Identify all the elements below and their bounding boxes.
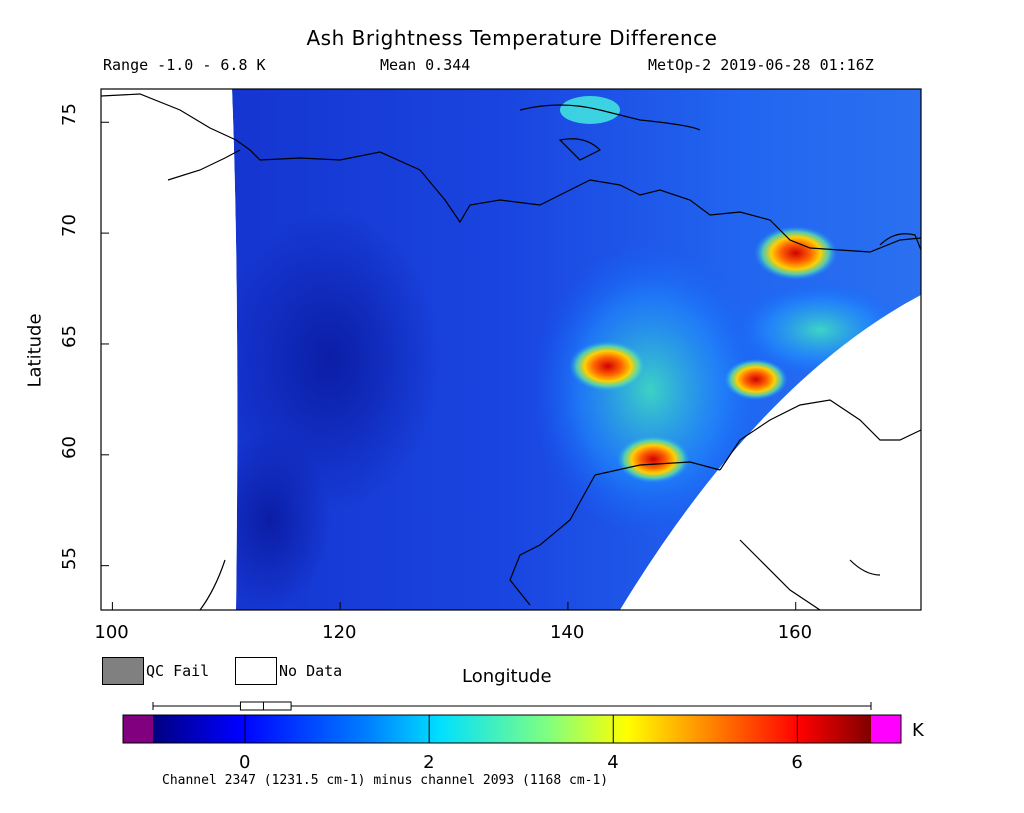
axis-ticks <box>101 121 797 610</box>
plot-frame <box>100 88 922 611</box>
lon-tick-label: 160 <box>777 622 813 643</box>
x-axis-label: Longitude <box>462 666 552 687</box>
no-data-swatch <box>235 657 277 685</box>
lat-tick-label: 65 <box>58 325 80 348</box>
ash-hotspot <box>569 340 647 392</box>
ash-hotspot <box>616 435 690 483</box>
satellite-timestamp: MetOp-2 2019-06-28 01:16Z <box>648 56 874 74</box>
colorbar-tick-label: 0 <box>239 752 251 773</box>
colorbar-tick-label: 2 <box>423 752 435 773</box>
colorbar-unit: K <box>912 720 924 741</box>
mean-readout: Mean 0.344 <box>380 56 471 74</box>
lon-tick-label: 120 <box>322 622 357 643</box>
no-data-label: No Data <box>279 662 343 680</box>
lat-tick-label: 75 <box>58 103 80 127</box>
qc-fail-label: QC Fail <box>146 662 210 680</box>
channel-footnote: Channel 2347 (1231.5 cm-1) minus channel… <box>162 773 609 788</box>
range-readout: Range -1.0 - 6.8 K <box>103 56 266 74</box>
y-axis-label: Latitude <box>24 313 46 388</box>
ash-hotspot <box>754 226 837 280</box>
data-swath <box>210 89 921 610</box>
qc-fail-swatch <box>102 657 144 685</box>
colorbar-tick-label: 4 <box>607 752 619 773</box>
lon-tick-label: 140 <box>549 622 585 643</box>
coastlines <box>101 93 921 610</box>
colorbar-tick-label: 6 <box>791 752 803 773</box>
lon-tick-label: 100 <box>94 622 129 643</box>
lat-tick-label: 55 <box>58 546 80 570</box>
lat-tick-label: 70 <box>58 214 80 238</box>
lat-tick-label: 60 <box>58 435 80 459</box>
ash-hotspot <box>724 358 788 400</box>
chart-title: Ash Brightness Temperature Difference <box>306 26 718 50</box>
no-data-region-west <box>101 89 238 610</box>
no-data-region-east <box>620 295 921 610</box>
